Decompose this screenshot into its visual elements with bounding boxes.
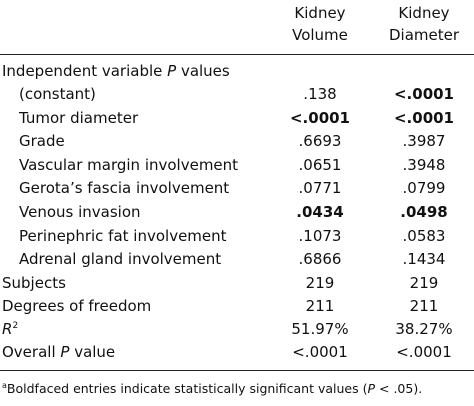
row-label: Gerota’s fascia involvement <box>19 179 230 198</box>
column-header-kidney-diameter: Kidney Diameter <box>388 4 460 44</box>
header-rule <box>0 54 474 55</box>
kidney-volume-value: .0651 <box>298 155 342 174</box>
overall-p-row: Overall P value <.0001 <.0001 <box>0 341 474 364</box>
kidney-diameter-value: .0799 <box>402 179 446 198</box>
kidney-diameter-value: .0498 <box>400 203 448 221</box>
column-header-kidney-volume: Kidney Volume <box>292 4 348 44</box>
table-row: Venous invasion .0434 .0498 <box>0 201 474 224</box>
bottom-rule <box>0 370 474 371</box>
footnote: aBoldfaced entries indicate statisticall… <box>2 381 423 396</box>
table-row: Tumor diameter <.0001 <.0001 <box>0 107 474 130</box>
kidney-volume-value: .6866 <box>298 250 342 269</box>
kidney-diameter-value: .0583 <box>402 226 446 245</box>
table-row: Vascular margin involvement .0651 .3948 <box>0 154 474 177</box>
table-row: Perinephric fat involvement .1073 .0583 <box>0 225 474 248</box>
row-label: Grade <box>19 132 65 151</box>
kidney-diameter-value: .3987 <box>402 132 446 151</box>
kidney-diameter-value: <.0001 <box>393 108 454 127</box>
kidney-volume-value: .6693 <box>298 132 342 151</box>
r-squared-row: R2 51.97% 38.27% <box>0 318 474 341</box>
kidney-volume-value: .1073 <box>298 226 342 245</box>
overall-p-label: Overall P value <box>2 343 116 361</box>
row-label: Tumor diameter <box>19 108 139 127</box>
section-title: Independent variable P values <box>2 62 230 80</box>
section-title-row: Independent variable P values <box>0 60 474 83</box>
row-label: Vascular margin involvement <box>19 155 239 174</box>
kidney-diameter-value: .1434 <box>402 250 446 269</box>
table-row: Gerota’s fascia involvement .0771 .0799 <box>0 177 474 200</box>
table-row: Adrenal gland involvement .6866 .1434 <box>0 248 474 271</box>
kidney-volume-value: <.0001 <box>289 108 350 127</box>
table-row: (constant) .138 <.0001 <box>0 83 474 106</box>
row-label: Perinephric fat involvement <box>19 226 227 245</box>
row-label: (constant) <box>19 85 96 103</box>
kidney-diameter-value: .3948 <box>402 155 446 174</box>
subjects-row: Subjects 219 219 <box>2 274 439 292</box>
degrees-of-freedom-row: Degrees of freedom 211 211 <box>2 297 439 315</box>
kidney-volume-value: .138 <box>303 85 337 103</box>
kidney-volume-value: .0771 <box>298 179 342 198</box>
row-label: Venous invasion <box>19 203 141 221</box>
kidney-volume-value: .0434 <box>296 203 344 221</box>
r-squared-label: R2 <box>2 320 19 338</box>
kidney-diameter-value: <.0001 <box>393 85 454 103</box>
table-row: Grade .6693 .3987 <box>0 130 474 153</box>
row-label: Adrenal gland involvement <box>19 250 222 269</box>
